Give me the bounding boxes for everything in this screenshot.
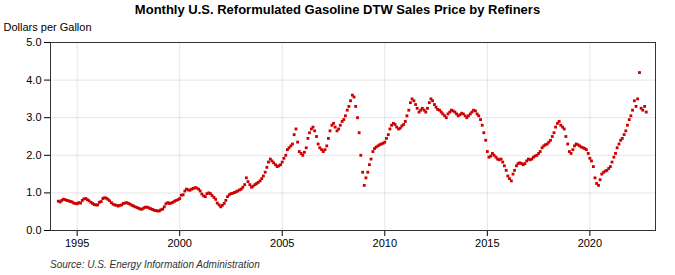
svg-text:2.0: 2.0 [26, 149, 41, 161]
html-text:Monthly U.S. Reformulated Gaso: Monthly U.S. Reformulated Gasoline DTW S… [134, 2, 541, 17]
svg-text:5.0: 5.0 [26, 36, 41, 48]
svg-text:2000: 2000 [167, 237, 191, 249]
svg-text:3.0: 3.0 [26, 111, 41, 123]
svg-text:1.0: 1.0 [26, 186, 41, 198]
svg-text:2005: 2005 [270, 237, 294, 249]
svg-text:0.0: 0.0 [26, 224, 41, 236]
svg-text:4.0: 4.0 [26, 74, 41, 86]
svg-text:2015: 2015 [475, 237, 499, 249]
svg-text:2010: 2010 [373, 237, 397, 249]
svg-text:Dollars per Gallon: Dollars per Gallon [4, 21, 92, 33]
html-text:Source: U.S. Energy Informatio: Source: U.S. Energy Information Administ… [50, 259, 260, 270]
svg-text:1995: 1995 [65, 237, 89, 249]
svg-text:2020: 2020 [578, 237, 602, 249]
